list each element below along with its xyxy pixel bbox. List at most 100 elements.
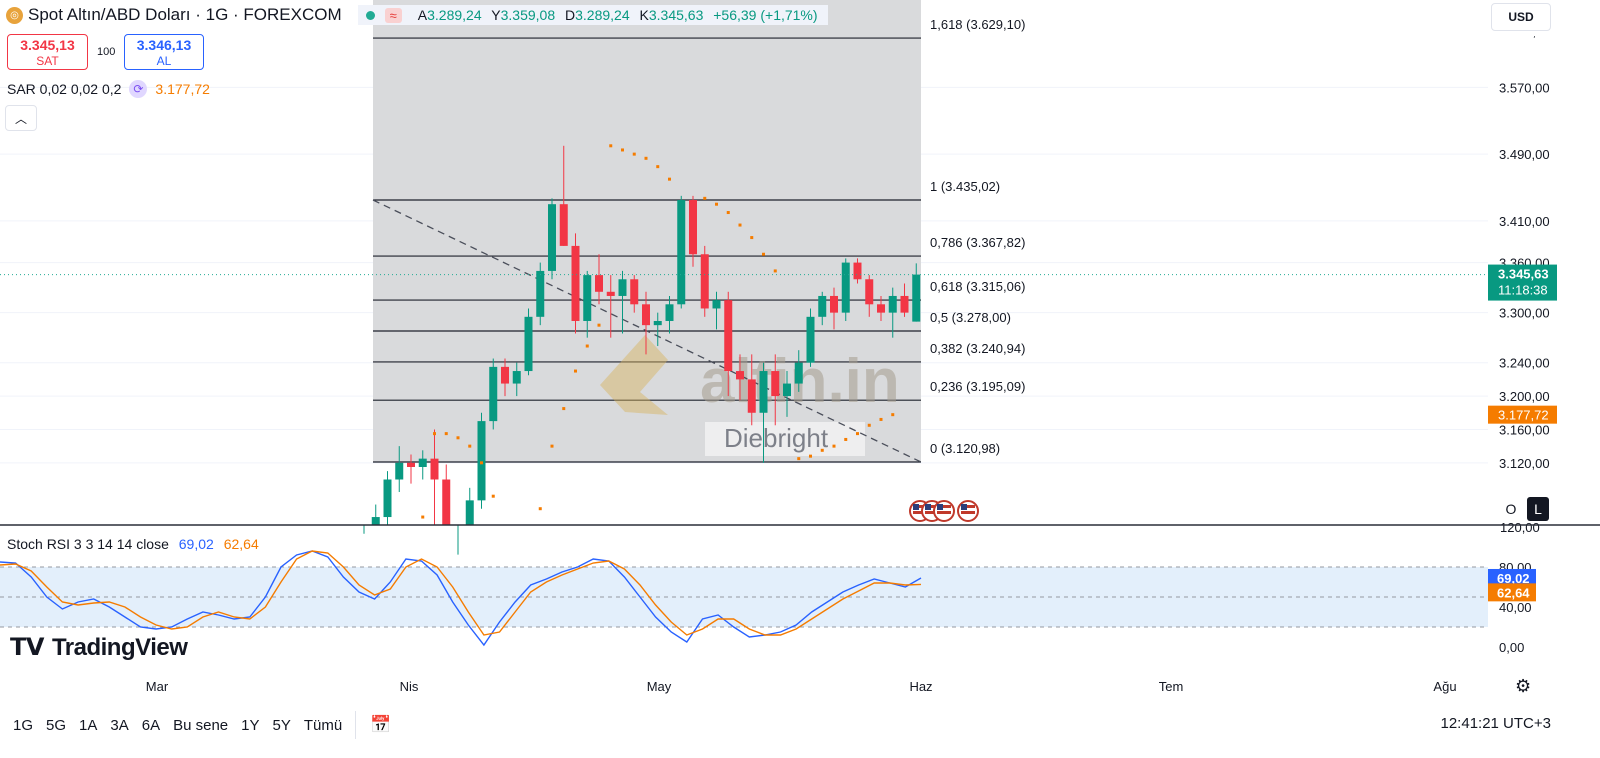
status-box: ≈ A3.289,24 Y3.359,08 D3.289,24 K3.345,6…: [357, 5, 828, 25]
stoch-d-line: [0, 550, 922, 636]
candle-body: [524, 316, 533, 372]
sar-dot: [444, 432, 448, 436]
candle-body: [501, 366, 509, 384]
scale-o-button[interactable]: O: [1505, 501, 1517, 517]
us-flag-stripe: [913, 511, 927, 514]
sar-legend[interactable]: SAR 0,02 0,02 0,2 ⟳ 3.177,72: [7, 80, 210, 98]
price-tick: 3.160,00: [1499, 422, 1550, 437]
range-button-1a[interactable]: 1A: [79, 716, 98, 734]
buy-button[interactable]: 3.346,13 AL: [124, 34, 204, 70]
candle-body: [383, 479, 392, 518]
price-tick: 3.570,00: [1499, 80, 1550, 95]
close-value: 3.345,63: [648, 7, 704, 23]
price-axis[interactable]: 3.650,003.120,003.160,003.200,003.240,00…: [1488, 20, 1589, 535]
chart-canvas[interactable]: 1,618 (3.629,10) 1 (3.435,02) 0,786 (3.367…: [0, 0, 1600, 700]
month-label: May: [647, 679, 672, 694]
tradingview-logo[interactable]: 𝗧𝗩 TradingView: [10, 633, 188, 662]
sar-dot: [668, 177, 671, 181]
candle-body: [724, 300, 733, 372]
candle-body: [536, 270, 545, 317]
stoch-d-badge-value: 62,64: [1497, 585, 1530, 600]
spread-value: 100: [97, 46, 116, 58]
candle-body: [442, 479, 451, 525]
high-value: 3.359,08: [500, 7, 556, 23]
range-button-1y[interactable]: 1Y: [241, 716, 260, 734]
range-button-bu-sene[interactable]: Bu sene: [173, 716, 229, 734]
candle-body: [618, 279, 627, 296]
candle-body: [489, 366, 498, 422]
collapse-legend-button[interactable]: ︿: [5, 105, 37, 131]
candle-body: [830, 295, 838, 313]
candle-body: [794, 362, 803, 384]
stoch-k-badge-value: 69,02: [1497, 571, 1530, 586]
chevron-up-icon: ︿: [14, 111, 27, 126]
watermark-caption: Diebright: [724, 423, 829, 453]
stoch-tick: 0,00: [1499, 640, 1524, 655]
ohlc-values: A3.289,24 Y3.359,08 D3.289,24 K3.345,63 …: [418, 7, 824, 23]
candle-body: [665, 304, 674, 321]
sell-button[interactable]: 3.345,13 SAT: [7, 34, 88, 70]
month-label: Tem: [1159, 679, 1184, 694]
fib-label: 1 (3.435,02): [930, 179, 1000, 194]
sar-dot: [797, 457, 801, 461]
range-button-1g[interactable]: 1G: [13, 716, 34, 734]
stoch-tick-partial: 120,00: [1500, 520, 1540, 535]
candle-body: [712, 300, 721, 309]
currency-button[interactable]: USD: [1491, 3, 1551, 31]
candlesticks: [363, 145, 921, 555]
candle-body: [877, 304, 885, 313]
change-value: +56,39 (+1,71%): [713, 7, 818, 23]
sar-dot: [856, 432, 859, 436]
sar-badge-value: 3.177,72: [1498, 408, 1549, 423]
candle-body: [371, 517, 380, 525]
last-price-badge: [1488, 264, 1557, 301]
tradingview-logo-icon: 𝗧𝗩: [10, 634, 44, 661]
sar-dot: [644, 156, 648, 160]
buy-label: AL: [156, 54, 172, 68]
open-value: 3.289,24: [427, 7, 482, 23]
range-button-6a[interactable]: 6A: [141, 716, 161, 734]
candle-body: [747, 379, 756, 413]
symbol-title[interactable]: Spot Altın/ABD Doları · 1G · FOREXCOM: [28, 5, 342, 24]
calendar-icon[interactable]: 📅: [370, 715, 392, 734]
scale-l-button[interactable]: L: [1527, 497, 1549, 521]
event-flags[interactable]: [909, 500, 979, 522]
sar-dot: [656, 165, 660, 169]
us-flag-canton: [925, 504, 931, 510]
candle-body: [783, 383, 791, 397]
clock[interactable]: 12:41:21 UTC+3: [1440, 715, 1552, 732]
stoch-k-value: 69,02: [178, 536, 214, 552]
sar-dot: [844, 437, 848, 441]
time-axis[interactable]: Mar Nis May Haz Tem Ağu: [146, 679, 1457, 694]
us-flag-stripe: [913, 505, 927, 508]
range-button-5g[interactable]: 5G: [46, 716, 67, 734]
wave-icon[interactable]: ≈: [384, 7, 402, 23]
sar-dot: [891, 413, 895, 417]
fib-retracement-zone[interactable]: [373, 0, 921, 462]
stoch-d-value: 62,64: [223, 536, 259, 552]
stoch-grid: [0, 566, 1488, 628]
sar-dot: [820, 448, 824, 452]
us-flag-stripe: [961, 505, 975, 508]
dashed-trendline[interactable]: [372, 199, 922, 463]
range-button-3a[interactable]: 3A: [110, 716, 129, 734]
fib-label: 0,5 (3.278,00): [930, 310, 1011, 325]
month-label: Ağu: [1433, 679, 1456, 694]
market-open-dot-icon[interactable]: [365, 10, 375, 20]
candle-body: [512, 371, 521, 384]
refresh-icon[interactable]: ⟳: [129, 80, 148, 98]
candle-body: [465, 500, 474, 525]
range-button-tümü[interactable]: Tümü: [303, 716, 343, 734]
gold-coin-icon[interactable]: ◎: [6, 6, 23, 24]
price-tick: 3.300,00: [1499, 306, 1550, 321]
toolbar-divider: [355, 711, 357, 739]
stoch-rsi-legend[interactable]: Stoch RSI 3 3 14 14 close 69,02 62,64: [7, 536, 259, 552]
stoch-d-badge: [1488, 583, 1536, 602]
sar-dot: [715, 202, 718, 206]
range-button-5y[interactable]: 5Y: [272, 716, 291, 734]
gear-icon[interactable]: ⚙: [1515, 676, 1532, 696]
candle-body: [912, 274, 921, 322]
candle-body: [888, 295, 897, 313]
candle-body: [865, 279, 874, 305]
